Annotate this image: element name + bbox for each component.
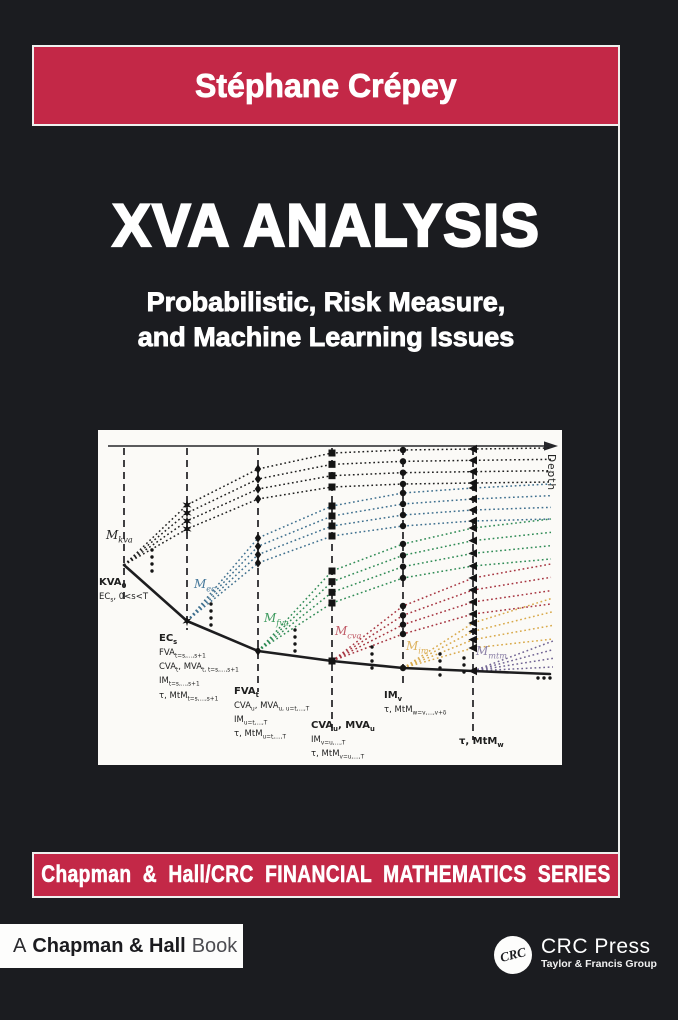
book-line-suffix: Book xyxy=(191,934,238,957)
mtmw-label: τ, MtMw xyxy=(459,736,504,749)
subtitle-line-2: and Machine Learning Issues xyxy=(137,322,515,353)
series-title: Chapman & Hall/CRC FINANCIAL MATHEMATICS… xyxy=(41,861,611,889)
crc-logo-icon: CRC xyxy=(494,936,532,974)
diagram-panel: Depth Mkva KVA0 ECs, 0<s<T Mec ECs FVAt=s,...… xyxy=(98,430,562,765)
ecs-label: ECs FVAt=s,...,s+1 CVAt, MVAt, t=s,...,s+1… xyxy=(159,633,239,703)
fvat-label: FVAt CVAu, MVAu, u=t,...,T IMu=t,...,T τ, M… xyxy=(234,686,310,742)
book-line-prefix: A xyxy=(13,934,27,957)
book-subtitle: Probabilistic, Risk Measure, and Machine… xyxy=(32,285,620,355)
subtitle-line-1: Probabilistic, Risk Measure, xyxy=(146,287,506,318)
m-kva-label: Mkva xyxy=(106,528,133,545)
author-banner: Stéphane Crépey xyxy=(32,45,620,126)
series-banner: Chapman & Hall/CRC FINANCIAL MATHEMATICS… xyxy=(32,852,620,898)
crc-logo-text: CRC xyxy=(498,944,528,965)
diagram-labels: Mkva KVA0 ECs, 0<s<T Mec ECs FVAt=s,...,s+1 CV… xyxy=(98,430,562,765)
imv-label: IMv τ, MtMw=v,...,v+δ xyxy=(384,690,447,717)
nested-simulation-diagram: Depth xyxy=(108,441,558,740)
publisher-group: Taylor & Francis Group xyxy=(541,958,657,970)
author-name: Stéphane Crépey xyxy=(195,66,457,104)
kva0-label: KVA0 ECs, 0<s<T xyxy=(99,577,149,604)
m-im-label: Mim xyxy=(406,639,429,656)
m-fva-label: Mfva xyxy=(264,611,289,628)
book-line-brand: Chapman & Hall xyxy=(32,934,186,957)
book-title: XVA ANALYSIS xyxy=(111,191,540,260)
m-mtm-label: Mmtm xyxy=(476,644,508,661)
right-rule-line xyxy=(618,45,620,898)
cvau-label: CVAu, MVAu IMv=u,...,T τ, MtMv=u,...,T xyxy=(311,720,375,761)
crc-press-logo: CRC CRC Press Taylor & Francis Group xyxy=(494,936,657,974)
m-ec-label: Mec xyxy=(194,577,216,594)
m-cva-label: Mcva xyxy=(335,624,362,641)
publisher-name: CRC Press xyxy=(541,935,651,958)
chapman-hall-book-box: A Chapman & Hall Book xyxy=(0,924,243,968)
crc-press-text: CRC Press Taylor & Francis Group xyxy=(541,936,657,971)
